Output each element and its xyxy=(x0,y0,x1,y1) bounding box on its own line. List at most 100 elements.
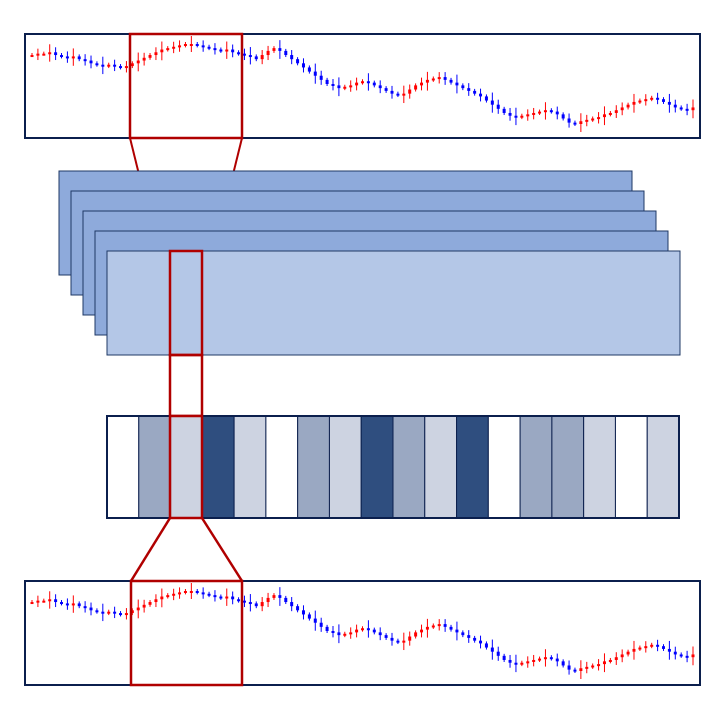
candle-body xyxy=(284,597,288,603)
candle-body xyxy=(349,85,353,88)
candle-body xyxy=(561,661,565,666)
candle-body xyxy=(561,114,565,119)
candle-body xyxy=(679,654,683,657)
candle-body xyxy=(154,52,158,56)
candle-body xyxy=(420,629,424,633)
candle-body xyxy=(579,121,583,124)
candle-body xyxy=(667,648,671,652)
candle-body xyxy=(119,66,123,69)
bottom-price-chart xyxy=(24,579,701,687)
candle-body xyxy=(691,654,695,658)
candle-body xyxy=(142,604,146,608)
candle-body xyxy=(172,46,176,49)
candle-body xyxy=(526,114,530,117)
candle-body xyxy=(437,624,441,627)
candle-body xyxy=(532,112,536,115)
candle-body xyxy=(183,591,187,593)
candle-body xyxy=(290,55,294,60)
candle-body xyxy=(620,107,624,111)
candle-body xyxy=(644,646,648,649)
candle-body xyxy=(608,659,612,662)
segment-cell xyxy=(551,415,585,519)
candle-body xyxy=(673,104,677,108)
candle-body xyxy=(231,596,235,600)
candle-body xyxy=(390,637,394,641)
candle-body xyxy=(313,618,317,623)
candle-body xyxy=(667,101,671,105)
candle-body xyxy=(71,56,75,59)
candle-body xyxy=(661,646,665,649)
candle-body xyxy=(585,666,589,669)
segment-cell xyxy=(424,415,458,519)
candle-body xyxy=(89,607,93,611)
candle-body xyxy=(136,607,140,611)
candle-body xyxy=(36,53,40,56)
candle-body xyxy=(242,53,246,56)
candle-body xyxy=(508,659,512,663)
candle-body xyxy=(579,668,583,671)
candle-body xyxy=(242,600,246,603)
candle-body xyxy=(543,110,547,113)
candle-body xyxy=(473,637,477,641)
candle-body xyxy=(408,89,412,94)
candle-body xyxy=(325,626,329,631)
candle-body xyxy=(36,600,40,603)
candle-body xyxy=(443,77,447,80)
candle-body xyxy=(219,49,223,52)
candle-body xyxy=(567,665,571,670)
candle-body xyxy=(195,591,199,593)
candle-body xyxy=(591,118,595,121)
candle-body xyxy=(260,602,264,607)
candle-body xyxy=(366,81,370,84)
candle-body xyxy=(48,599,52,602)
segment-cell xyxy=(265,415,299,519)
candle-body xyxy=(154,599,158,603)
candle-body xyxy=(148,55,152,58)
candle-body xyxy=(183,44,187,46)
candle-body xyxy=(679,107,683,110)
candle-body xyxy=(597,664,601,667)
candle-body xyxy=(414,85,418,90)
segment-cell xyxy=(106,415,140,519)
segment-cell xyxy=(519,415,553,519)
candle-body xyxy=(30,602,34,605)
candle-body xyxy=(343,86,347,89)
candle-body xyxy=(266,597,270,603)
candle-body xyxy=(65,56,69,59)
candle-body xyxy=(514,115,518,118)
candle-body xyxy=(83,59,87,62)
candle-body xyxy=(691,107,695,111)
candle-body xyxy=(313,71,317,76)
segment-cell xyxy=(646,415,680,519)
bottom-candlestick-series xyxy=(30,583,695,679)
candle-body xyxy=(136,60,140,64)
candle-body xyxy=(402,93,406,96)
candle-body xyxy=(390,90,394,94)
candle-body xyxy=(172,593,176,596)
feature-layer-stack xyxy=(58,170,681,356)
candle-body xyxy=(414,632,418,637)
candle-body xyxy=(366,628,370,631)
candle-body xyxy=(473,90,477,94)
segment-cell xyxy=(328,415,362,519)
candle-body xyxy=(213,595,217,598)
candle-body xyxy=(378,85,382,89)
candle-body xyxy=(396,640,400,643)
candle-body xyxy=(538,658,542,661)
candle-body xyxy=(89,60,93,64)
candle-body xyxy=(650,644,654,647)
candle-body xyxy=(248,55,252,58)
candle-body xyxy=(555,658,559,662)
segment-cell xyxy=(233,415,267,519)
candle-body xyxy=(71,603,75,606)
candle-body xyxy=(107,611,111,614)
candle-body xyxy=(195,44,199,46)
candle-body xyxy=(266,50,270,56)
candle-body xyxy=(467,88,471,91)
candle-body xyxy=(201,45,205,48)
candle-body xyxy=(207,593,211,596)
candle-body xyxy=(549,657,553,660)
candle-body xyxy=(95,63,99,66)
candle-body xyxy=(113,64,117,67)
candle-body xyxy=(95,610,99,613)
